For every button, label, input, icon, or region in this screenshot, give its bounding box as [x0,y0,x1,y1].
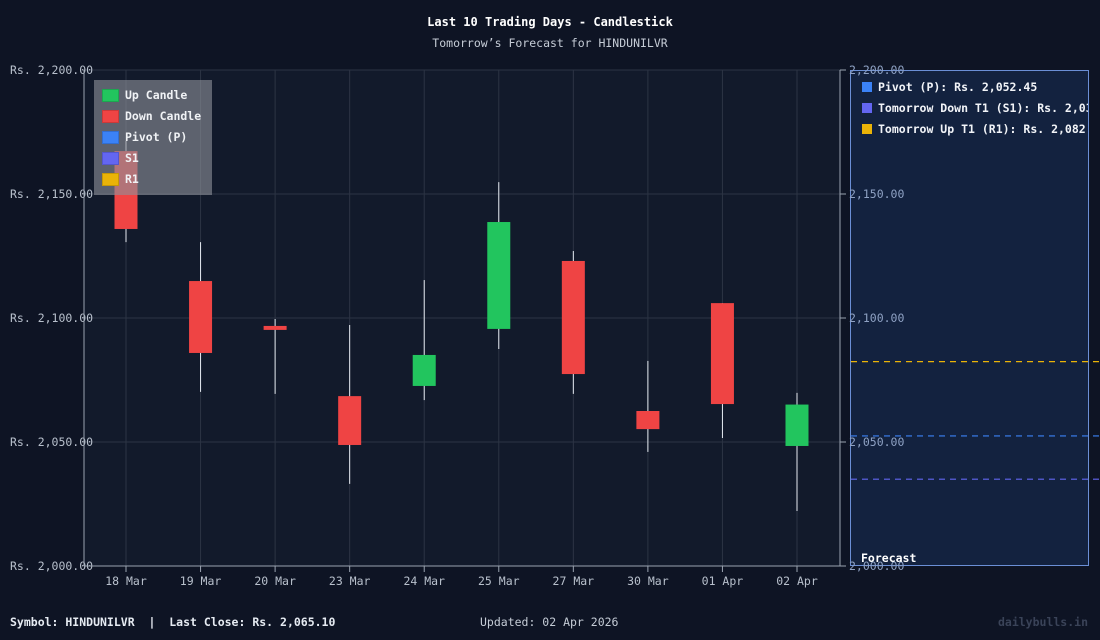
up-candle-swatch-icon [102,88,119,102]
s1-swatch-icon [862,103,872,113]
right-y-tick-label: 2,150.00 [849,187,904,201]
forecast-legend-r1: Tomorrow Up T1 (R1): Rs. 2,082.4 [862,122,1088,136]
up-candle[interactable] [412,354,436,386]
footer-watermark: dailybulls.in [997,615,1088,629]
legend-item-down-candle[interactable]: Down Candle [102,109,201,123]
pivot-swatch-icon [862,82,872,92]
down-candle[interactable] [263,325,287,330]
forecast-s1-label: Tomorrow Down T1 (S1): Rs. 2,035 [878,101,1088,115]
legend-item-pivot[interactable]: Pivot (P) [102,130,187,144]
down-candle[interactable] [561,260,585,375]
x-tick-label: 25 Mar [478,574,520,588]
down-candle[interactable] [189,281,213,353]
legend-label: R1 [125,172,139,186]
forecast-pivot-label: Pivot (P): Rs. 2,052.45 [878,80,1038,94]
pivot-swatch-icon [102,130,119,144]
x-tick-label: 19 Mar [180,574,222,588]
y-tick-label: Rs. 2,100.00 [10,311,93,325]
legend-label: Down Candle [125,109,202,123]
chart-subtitle: Tomorrow’s Forecast for HINDUNILVR [432,36,668,50]
forecast-panel [850,70,1089,566]
chart-legend: Up Candle Down Candle Pivot (P) S1 R1 [94,80,212,195]
right-y-tick-label: 2,100.00 [849,311,904,325]
forecast-label: Forecast [861,551,917,565]
right-y-tick-label: 2,200.00 [849,63,904,77]
x-tick-label: 18 Mar [105,574,147,588]
x-tick-label: 27 Mar [553,574,595,588]
x-tick-label: 30 Mar [627,574,669,588]
legend-label: Pivot (P) [125,130,188,144]
footer-updated: Updated: 02 Apr 2026 [480,615,619,629]
y-tick-label: Rs. 2,050.00 [10,435,93,449]
r1-swatch-icon [102,172,119,186]
x-tick-label: 24 Mar [403,574,445,588]
forecast-legend-pivot: Pivot (P): Rs. 2,052.45 [862,80,1037,94]
down-candle-swatch-icon [102,109,119,123]
x-tick-label: 01 Apr [702,574,744,588]
y-tick-label: Rs. 2,200.00 [10,63,93,77]
down-candle[interactable] [636,411,660,430]
y-tick-label: Rs. 2,000.00 [10,559,93,573]
r1-swatch-icon [862,124,872,134]
s1-swatch-icon [102,151,119,165]
forecast-legend-s1: Tomorrow Down T1 (S1): Rs. 2,035 [862,101,1088,115]
x-tick-label: 02 Apr [776,574,818,588]
up-candle[interactable] [487,222,511,329]
forecast-legend-clip: Pivot (P): Rs. 2,052.45 Tomorrow Down T1… [850,70,1088,566]
up-candle[interactable] [785,404,809,446]
legend-item-r1[interactable]: R1 [102,172,139,186]
legend-label: Up Candle [125,88,188,102]
chart-title: Last 10 Trading Days - Candlestick [427,15,673,29]
x-tick-label: 23 Mar [329,574,371,588]
forecast-r1-label: Tomorrow Up T1 (R1): Rs. 2,082.4 [878,122,1088,136]
right-y-tick-label: 2,000.00 [849,559,904,573]
legend-item-up-candle[interactable]: Up Candle [102,88,187,102]
legend-item-s1[interactable]: S1 [102,151,139,165]
down-candle[interactable] [710,303,734,405]
legend-label: S1 [125,151,139,165]
right-y-tick-label: 2,050.00 [849,435,904,449]
footer-symbol-close: Symbol: HINDUNILVR | Last Close: Rs. 2,0… [10,615,336,629]
down-candle[interactable] [338,396,362,445]
y-tick-label: Rs. 2,150.00 [10,187,93,201]
x-tick-label: 20 Mar [254,574,296,588]
